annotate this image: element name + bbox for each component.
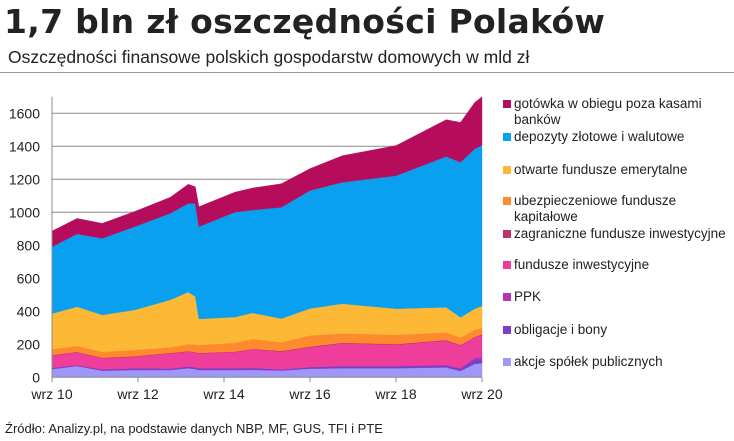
legend-item: ubezpieczeniowe fundusze kapitałowe [503,193,729,225]
x-tick-label: wrz 14 [202,386,244,402]
legend-label: fundusze inwestycyjne [514,257,650,272]
legend-label: PPK [514,289,542,304]
legend-swatch [503,133,511,141]
chart-subtitle: Oszczędności finansowe polskich gospodar… [8,47,530,67]
y-tick-label: 600 [17,270,41,286]
legend-item: depozyty złotowe i walutowe [503,129,729,145]
legend-item: obligacje i bony [503,322,729,338]
y-tick-label: 1000 [9,204,40,220]
legend-swatch [503,100,511,108]
legend-item: gotówka w obiegu poza kasami banków [503,96,729,128]
source-note: Źródło: Analizy.pl, na podstawie danych … [5,421,383,436]
legend-swatch [503,293,511,301]
legend-swatch [503,261,511,269]
axes: 0 200 400 600 800 1000 1200 1400 1600 wrz 10 wrz 1… [9,96,503,402]
legend-label: depozyty złotowe i walutowe [514,129,685,144]
legend-swatch [503,358,511,366]
x-tick-label: wrz 20 [460,386,502,402]
legend-item: fundusze inwestycyjne [503,257,729,273]
area-8 [51,96,483,248]
legend-swatch [503,230,511,238]
legend-item: akcje spółek publicznych [503,354,729,370]
legend-label: akcje spółek publicznych [514,354,663,369]
y-tick-label: 1400 [9,138,40,154]
y-tick-label: 800 [17,237,41,253]
legend-label: gotówka w obiegu poza kasami banków [514,96,702,127]
legend-label: obligacje i bony [514,322,608,337]
legend-label: zagraniczne fundusze inwestycyjne [514,226,726,241]
y-tick-label: 1600 [9,105,40,121]
legend-label: ubezpieczeniowe fundusze kapitałowe [514,193,677,224]
y-tick-label: 0 [32,369,40,385]
legend-item: PPK [503,289,729,305]
x-tick-label: wrz 16 [288,386,330,402]
legend-swatch [503,197,511,205]
legend-swatch [503,326,511,334]
page-title: 1,7 bln zł oszczędności Polaków [4,2,606,41]
y-tick-label: 1200 [9,171,40,187]
divider [0,72,734,73]
y-tick-label: 400 [17,303,41,319]
y-tick-label: 200 [17,336,41,352]
x-tick-label: wrz 10 [30,386,72,402]
x-tick-label: wrz 12 [116,386,158,402]
x-tick-label: wrz 18 [374,386,416,402]
legend-label: otwarte fundusze emerytalne [514,162,688,177]
legend-item: zagraniczne fundusze inwestycyjne [503,226,729,242]
areas [51,96,483,378]
legend-item: otwarte fundusze emerytalne [503,162,729,178]
legend-swatch [503,166,511,174]
